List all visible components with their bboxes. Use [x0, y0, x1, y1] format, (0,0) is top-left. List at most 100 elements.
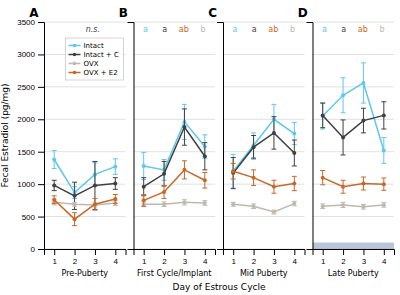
line [323, 205, 384, 207]
point [142, 164, 146, 168]
point [382, 148, 386, 152]
panel-subtitle: Pre-Puberty [61, 269, 108, 278]
series [320, 102, 386, 155]
tick-label: 4 [203, 257, 208, 266]
point [231, 169, 235, 173]
tick-mark [38, 184, 44, 185]
line [54, 183, 115, 195]
point [252, 204, 256, 208]
point [361, 119, 365, 123]
series [320, 202, 386, 209]
point [231, 169, 235, 173]
axis-line [38, 23, 45, 250]
legend-entry: Intact [69, 42, 104, 50]
point [382, 182, 386, 186]
annotation: b [290, 25, 295, 34]
point [142, 185, 146, 189]
point [113, 165, 117, 169]
tick-mark [38, 87, 44, 88]
legend-entry: OVX + E2 [69, 69, 118, 77]
tick: 4 [293, 249, 298, 266]
tick: 3 [93, 249, 98, 266]
tick-label: 3 [362, 257, 367, 266]
error-bar [182, 161, 187, 179]
point [341, 93, 345, 97]
tick: 2 [73, 249, 78, 266]
grid-line [313, 216, 395, 217]
line [233, 119, 294, 171]
line [323, 178, 384, 187]
point [252, 145, 256, 149]
annotation: a [143, 25, 148, 34]
grid-line [223, 22, 305, 23]
legend-label: Intact [84, 42, 104, 50]
axis-line [128, 23, 135, 250]
legend-marker [73, 53, 77, 57]
error-bar [182, 109, 187, 145]
error-bar [271, 210, 276, 214]
point [162, 172, 166, 176]
legend-marker [73, 62, 77, 66]
legend: IntactIntact + COVXOVX + E2 [66, 38, 124, 80]
legend-frame [66, 38, 124, 80]
point [231, 202, 235, 206]
point [52, 198, 56, 202]
grid-line [44, 86, 126, 87]
error-bar [202, 143, 207, 170]
tick-label: 2000 [17, 115, 35, 124]
point [361, 81, 365, 85]
error-bar [341, 120, 346, 155]
series [141, 200, 207, 207]
error-bar [231, 163, 236, 179]
panel: 12340500100015002000250030003500Fecal Es… [0, 6, 126, 278]
series [231, 201, 297, 214]
error-bar [341, 78, 346, 113]
error-bar [361, 63, 366, 103]
panel-title: B [119, 6, 128, 20]
point [113, 181, 117, 185]
error-bar [162, 161, 167, 186]
legend-marker [73, 71, 77, 75]
tick-label: 2500 [17, 83, 35, 92]
grid-line [313, 22, 395, 23]
line [323, 115, 384, 137]
tick-label: 1500 [17, 148, 35, 157]
x-axis: 1234 [45, 249, 127, 266]
point [292, 132, 296, 136]
tick-label: 1 [52, 257, 57, 266]
error-bar [202, 201, 207, 206]
tick-mark [38, 54, 44, 55]
panel-subtitle: Mid Puberty [240, 269, 288, 278]
series [231, 117, 297, 189]
error-bar [292, 140, 297, 166]
grid-line [134, 54, 216, 55]
line [54, 159, 115, 192]
grid-line [44, 119, 126, 120]
tick: 4 [203, 249, 208, 266]
error-bar [381, 178, 386, 190]
error-bar [231, 158, 236, 189]
error-bar [162, 202, 167, 207]
point [272, 210, 276, 214]
point [382, 113, 386, 117]
panel: 1234First Cycle/ImplantBaaabb [119, 6, 216, 278]
series [52, 195, 118, 226]
line [233, 133, 294, 173]
x-axis: 1234 [134, 249, 216, 266]
panel-title: D [298, 6, 308, 20]
axis-line [307, 23, 314, 250]
tick: 3 [272, 249, 277, 266]
line [54, 199, 115, 219]
panel: 1234Mid PubertyCaaabb [208, 6, 305, 278]
line [233, 171, 294, 187]
point [292, 151, 296, 155]
axis-title: Day of Estrous Cycle [173, 282, 266, 292]
grid-line [134, 184, 216, 185]
panel-title: C [208, 6, 217, 20]
annotation: ab [179, 25, 189, 34]
tick-mark [254, 249, 255, 255]
axis-line [313, 250, 395, 256]
tick: 3 [362, 249, 367, 266]
grid-line [313, 86, 395, 87]
tick-mark [95, 249, 96, 255]
